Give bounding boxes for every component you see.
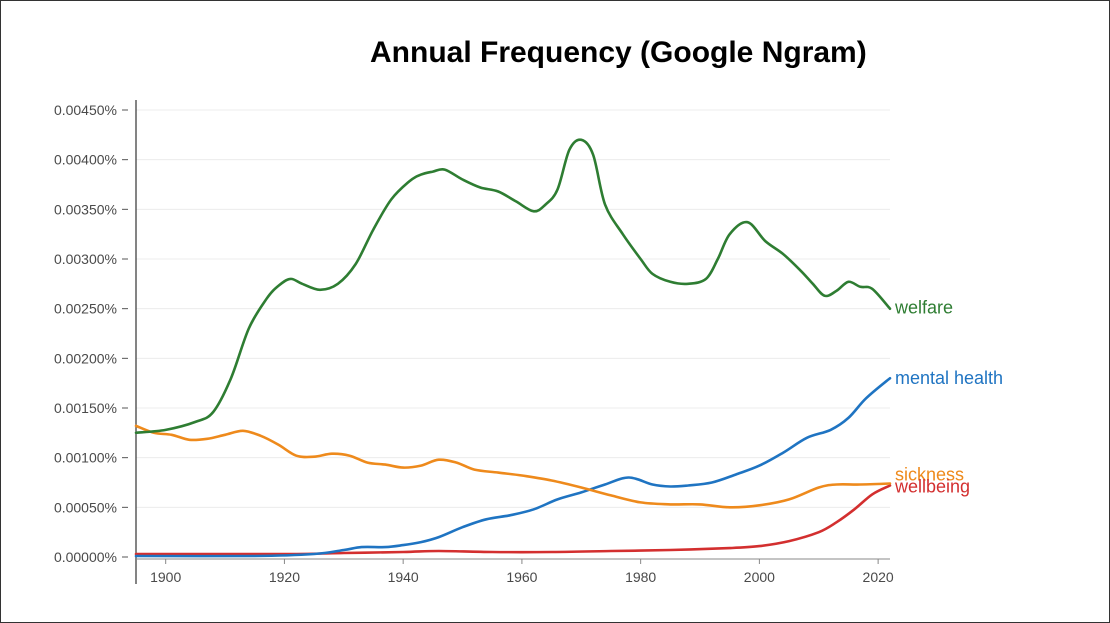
- series-label-sickness: sickness: [895, 464, 964, 484]
- series-lines: [134, 138, 892, 558]
- x-tick-label: 1980: [625, 569, 656, 585]
- series-label-mental-health: mental health: [895, 368, 1003, 388]
- y-tick-label: 0.00050%: [54, 499, 117, 515]
- chart-title: Annual Frequency (Google Ngram): [370, 36, 867, 69]
- grid-lines: [136, 109, 890, 508]
- x-tick-label: 1940: [388, 569, 419, 585]
- y-tick-label: 0.00100%: [54, 450, 117, 466]
- x-tick-label: 1960: [506, 569, 537, 585]
- series-label-wellbeing: wellbeing: [894, 476, 970, 496]
- series-line-welfare: [134, 138, 892, 435]
- series-line-wellbeing: [134, 484, 892, 556]
- y-tick-label: 0.00200%: [54, 350, 117, 366]
- y-tick-label: 0.00250%: [54, 301, 117, 317]
- x-axis-ticks: 1900 1920 1940 1960 1980 2000 2020: [150, 559, 894, 585]
- y-tick-label: 0.00000%: [54, 549, 117, 565]
- x-tick-label: 1920: [269, 569, 300, 585]
- y-tick-label: 0.00350%: [54, 201, 117, 217]
- x-tick-label: 2000: [744, 569, 775, 585]
- series-line-mental-health: [134, 376, 892, 558]
- series-label-welfare: welfare: [894, 298, 953, 318]
- y-tick-label: 0.00150%: [54, 400, 117, 416]
- y-tick-label: 0.00450%: [54, 102, 117, 118]
- y-tick-label: 0.00300%: [54, 251, 117, 267]
- y-tick-label: 0.00400%: [54, 152, 117, 168]
- axes: [135, 100, 890, 584]
- x-tick-label: 2020: [863, 569, 894, 585]
- x-tick-label: 1900: [150, 569, 181, 585]
- series-line-sickness: [134, 424, 892, 509]
- y-axis-ticks: 0.00000% 0.00050% 0.00100% 0.00150% 0.00200%…: [54, 102, 128, 565]
